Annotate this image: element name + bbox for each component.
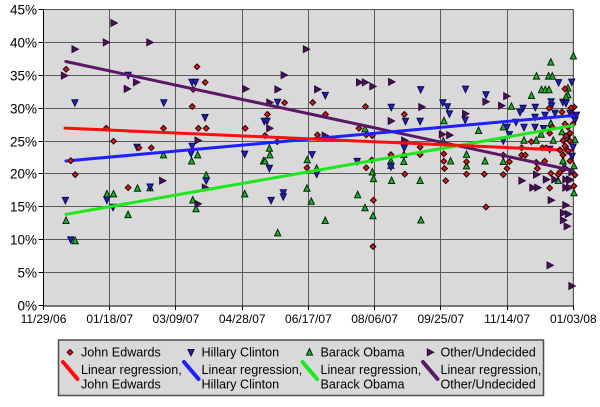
svg-text:01/18/07: 01/18/07	[86, 312, 133, 326]
svg-text:15%: 15%	[10, 200, 37, 215]
svg-text:Linear regression,: Linear regression,	[321, 363, 422, 377]
svg-text:Other/Undecided: Other/Undecided	[441, 378, 536, 392]
svg-text:45%: 45%	[10, 3, 37, 18]
svg-text:11/29/06: 11/29/06	[21, 312, 67, 326]
svg-text:Hillary Clinton: Hillary Clinton	[202, 378, 280, 392]
svg-text:5%: 5%	[17, 266, 37, 281]
svg-text:25%: 25%	[10, 135, 37, 150]
svg-text:40%: 40%	[10, 36, 37, 51]
svg-text:Linear regression,: Linear regression,	[441, 363, 542, 377]
svg-text:Hillary Clinton: Hillary Clinton	[202, 345, 280, 359]
svg-text:0%: 0%	[17, 299, 37, 314]
svg-text:20%: 20%	[10, 167, 37, 182]
svg-text:04/28/07: 04/28/07	[219, 312, 266, 326]
svg-text:Linear regression,: Linear regression,	[202, 363, 303, 377]
svg-text:John Edwards: John Edwards	[81, 345, 161, 359]
svg-text:09/25/07: 09/25/07	[417, 312, 464, 326]
svg-text:Linear regression,: Linear regression,	[81, 363, 182, 377]
svg-text:Barack Obama: Barack Obama	[321, 378, 405, 392]
svg-text:10%: 10%	[10, 233, 37, 248]
svg-text:11/14/07: 11/14/07	[484, 312, 530, 326]
svg-text:John Edwards: John Edwards	[81, 378, 161, 392]
svg-text:06/17/07: 06/17/07	[285, 312, 332, 326]
svg-text:Barack Obama: Barack Obama	[321, 345, 405, 359]
svg-text:03/09/07: 03/09/07	[153, 312, 200, 326]
svg-text:30%: 30%	[10, 102, 37, 117]
svg-text:Other/Undecided: Other/Undecided	[441, 345, 536, 359]
svg-text:08/06/07: 08/06/07	[351, 312, 398, 326]
svg-text:35%: 35%	[10, 69, 37, 84]
svg-text:01/03/08: 01/03/08	[550, 312, 597, 326]
